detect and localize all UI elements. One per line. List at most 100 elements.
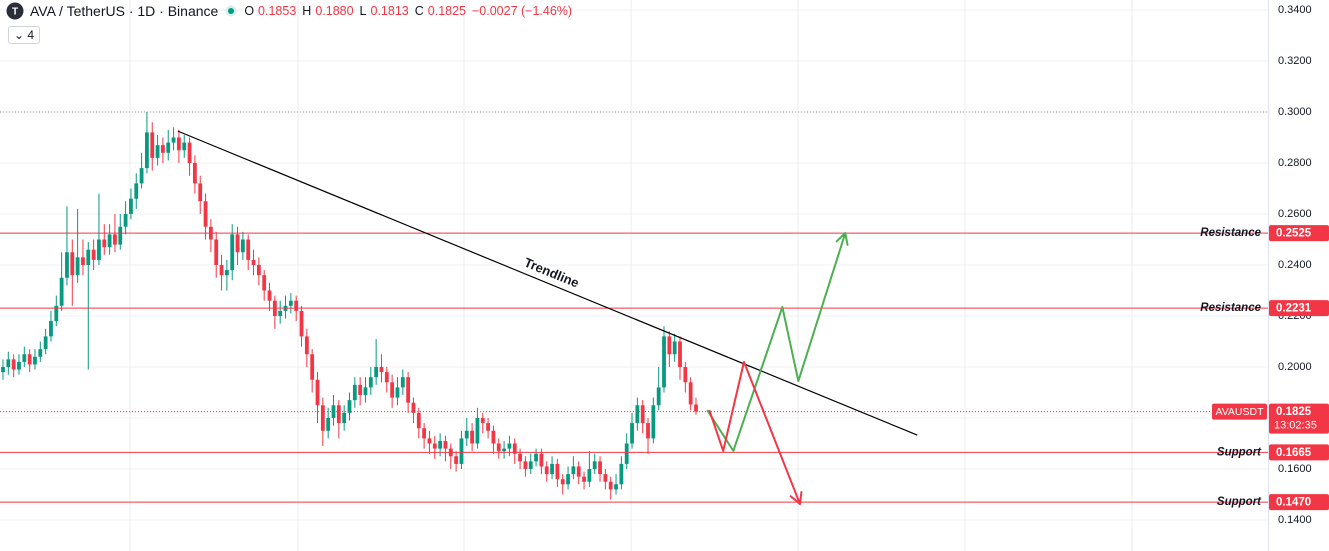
candle-body: [422, 428, 427, 439]
ohlc-value: 0.1880: [315, 4, 354, 18]
candle-body: [384, 372, 389, 383]
candle-body: [395, 387, 400, 398]
candle-body: [145, 132, 149, 169]
y-tick-label: 0.2400: [1278, 259, 1312, 271]
candle-body: [464, 430, 469, 439]
candle-body: [49, 321, 53, 337]
candle-body: [342, 412, 347, 424]
level-value: 0.2525: [1276, 228, 1312, 240]
candle-body: [192, 163, 197, 184]
candle-body: [278, 310, 283, 316]
candle-body: [534, 453, 538, 462]
candle-body: [582, 476, 586, 482]
y-tick-label: 0.1400: [1278, 514, 1312, 526]
candle-body: [406, 377, 411, 403]
candle-body: [235, 234, 240, 253]
projection-path: [706, 232, 847, 452]
level-value: 0.1470: [1276, 497, 1311, 509]
level-label: Support: [1217, 446, 1262, 458]
candle-body: [667, 336, 672, 355]
candle-body: [379, 367, 384, 373]
candle-body: [528, 461, 533, 469]
candle-body: [432, 443, 437, 449]
candle-body: [246, 239, 251, 260]
candle-body: [694, 404, 698, 412]
candle-body: [576, 466, 581, 477]
candle-body: [33, 356, 37, 365]
header: T AVA / TetherUS · 1D · Binance O 0.1853 H…: [6, 2, 572, 20]
ohlc-key: L: [359, 4, 367, 18]
candle-body: [635, 405, 640, 424]
candle-body: [97, 239, 101, 260]
candle-body: [187, 142, 192, 163]
candle-body: [1, 367, 5, 373]
ohlc-key: O: [244, 4, 255, 18]
last-price: 0.1825: [1276, 406, 1312, 418]
candle-body: [54, 305, 59, 322]
svg-text:T: T: [12, 7, 18, 18]
candle-body: [368, 377, 373, 388]
candle-body: [43, 336, 48, 350]
indicator-count: 4: [27, 28, 35, 42]
level-label: Resistance: [1200, 227, 1261, 239]
candle-body: [683, 367, 688, 383]
candle-body: [587, 469, 592, 482]
y-tick-label: 0.2000: [1278, 361, 1312, 373]
candle-body: [390, 382, 395, 398]
candle-body: [512, 443, 517, 454]
countdown: 13:02:35: [1274, 420, 1317, 432]
candle-body: [571, 466, 576, 475]
candle-body: [320, 405, 325, 431]
candle-body: [486, 423, 490, 431]
level-label: Support: [1217, 496, 1262, 508]
candle-body: [256, 265, 261, 276]
arrow-head: [789, 495, 801, 505]
candle-body: [198, 183, 203, 202]
candle-body: [11, 359, 16, 370]
candle-body: [59, 277, 64, 306]
projection-path: [708, 360, 801, 505]
candle-body: [288, 300, 293, 306]
last-symbol: AVAUSDT: [1215, 406, 1264, 418]
candle-body: [352, 384, 357, 401]
candle-body: [336, 405, 341, 424]
candle-body: [182, 142, 187, 151]
candle-body: [123, 214, 128, 227]
candle-body: [294, 300, 299, 311]
ohlc: O 0.1853 H 0.1880 L 0.1813 C 0.1825 −0.0027 (−1.…: [244, 4, 572, 18]
candle-body: [507, 443, 512, 449]
candle-body: [427, 438, 432, 444]
last-symbol-tag: [1212, 403, 1267, 420]
candle-body: [91, 249, 96, 260]
candle-body: [75, 257, 80, 276]
candle-body: [155, 145, 160, 158]
candle-body: [480, 418, 485, 424]
candle-body: [688, 382, 693, 405]
candle-body: [651, 405, 656, 439]
candle-body: [299, 310, 304, 337]
candle-body: [672, 341, 677, 355]
candle-body: [310, 354, 315, 380]
candle-body: [598, 461, 602, 475]
trendline: [177, 130, 918, 436]
level-value: 0.1665: [1276, 447, 1312, 459]
candle-body: [219, 265, 224, 276]
candle-body: [118, 226, 123, 245]
candle-body: [86, 249, 91, 265]
candle-body: [491, 430, 496, 444]
candle-body: [230, 234, 235, 271]
y-tick-label: 0.1600: [1278, 463, 1312, 475]
candle-body: [150, 132, 155, 158]
candle-body: [240, 239, 245, 253]
candle-body: [27, 354, 32, 365]
candle-body: [614, 484, 618, 490]
indicator-toggle[interactable]: ⌄ 4: [8, 26, 41, 44]
candle-body: [438, 440, 443, 449]
ohlc-key: C: [414, 4, 424, 18]
candle-body: [214, 239, 219, 265]
candle-body: [640, 405, 645, 424]
candle-body: [459, 438, 464, 464]
level-label: Resistance: [1200, 302, 1261, 314]
candle-body: [539, 453, 544, 467]
